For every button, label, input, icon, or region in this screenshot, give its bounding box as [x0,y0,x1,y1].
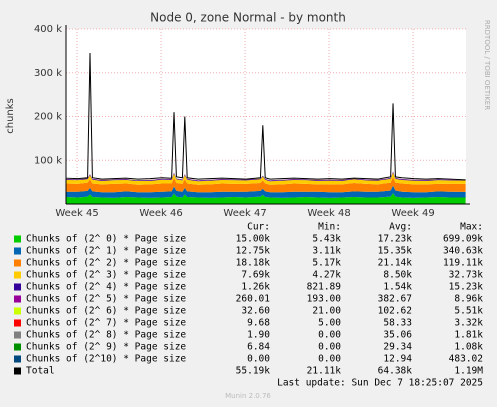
legend-stat: 3.32k [454,318,483,329]
legend-stat: 5.43k [312,234,341,245]
legend-stat: 0.00 [318,342,341,353]
legend-stat: 55.19k [236,366,271,377]
legend-stat: 15.23k [449,282,484,293]
legend-stat: 5.51k [454,306,483,317]
legend-swatch [14,295,21,303]
legend-stat: 0.00 [247,354,270,365]
legend-stat: 119.11k [443,258,483,269]
legend-stat: 35.06 [383,330,412,341]
legend-stat: 21.11k [307,366,342,377]
legend-stat: 7.69k [241,270,270,281]
legend-stat: 21.14k [378,258,413,269]
x-tick-label: Week 45 [55,208,98,219]
y-axis-label: chunks [5,98,16,134]
legend-label: Chunks of (2^ 7) * Page size [26,318,186,329]
legend-stat: 821.89 [307,282,342,293]
area [66,185,466,198]
legend-header: Cur: [247,222,270,233]
legend-label: Chunks of (2^ 3) * Page size [26,270,186,281]
legend-stat: 0.00 [318,330,341,341]
legend-stat: 32.73k [449,270,484,281]
legend-stat: 32.60 [241,306,270,317]
legend-stat: 1.08k [454,342,483,353]
area [66,193,466,204]
legend-stat: 64.38k [378,366,413,377]
legend-swatch [14,259,21,267]
legend-label: Chunks of (2^ 8) * Page size [26,330,186,341]
legend-swatch [14,247,21,255]
chart-title: Node 0, zone Normal - by month [150,11,346,25]
legend-stat: 102.62 [378,306,412,317]
y-tick-label: 200 k [34,112,62,123]
legend-stat: 5.17k [312,258,341,269]
legend-swatch [14,343,21,351]
x-tick-label: Week 47 [223,208,266,219]
legend-stat: 340.63k [443,246,483,257]
legend-stat: 3.11k [312,246,341,257]
legend-label: Total [26,366,55,377]
legend-stat: 0.00 [318,354,341,365]
legend-swatch [14,307,21,315]
x-tick-label: Week 49 [391,208,434,219]
legend-label: Chunks of (2^ 1) * Page size [26,246,186,257]
legend-swatch [14,331,21,339]
legend-header: Max: [460,222,483,233]
legend-swatch [14,355,21,363]
legend-swatch [14,319,21,327]
x-tick-label: Week 48 [307,208,350,219]
legend-stat: 15.35k [378,246,413,257]
legend-stat: 6.84 [247,342,270,353]
legend-header: Avg: [389,222,412,233]
legend-swatch [14,367,21,375]
y-tick-label: 400 k [34,24,62,35]
legend-stat: 382.67 [378,294,412,305]
legend-stat: 1.81k [454,330,483,341]
last-update: Last update: Sun Dec 7 18:25:07 2025 [277,378,483,389]
legend-label: Chunks of (2^ 4) * Page size [26,282,186,293]
legend-label: Chunks of (2^ 9) * Page size [26,342,186,353]
total-line [65,53,466,181]
legend-label: Chunks of (2^10) * Page size [26,354,186,365]
legend-stat: 18.18k [236,258,271,269]
legend-stat: 12.75k [236,246,271,257]
legend-stat: 58.33 [383,318,412,329]
legend-stat: 699.09k [443,234,483,245]
legend-stat: 260.01 [236,294,271,305]
area [66,176,466,193]
legend-stat: 1.26k [241,282,270,293]
legend-stat: 21.00 [312,306,341,317]
legend-stat: 15.00k [236,234,271,245]
y-tick-label: 300 k [34,68,62,79]
footer: Munin 2.0.76 [225,392,271,400]
legend-stat: 12.94 [383,354,412,365]
legend-stat: 1.90 [247,330,270,341]
legend-stat: 17.23k [378,234,413,245]
legend-stat: 483.02 [449,354,483,365]
legend-label: Chunks of (2^ 5) * Page size [26,294,186,305]
legend-stat: 9.68 [247,318,270,329]
legend-label: Chunks of (2^ 6) * Page size [26,306,186,317]
legend-label: Chunks of (2^ 0) * Page size [26,234,186,245]
area [66,172,466,185]
side-text: RRDTOOL / TOBI OETIKER [483,20,491,110]
legend-stat: 29.34 [383,342,412,353]
legend-stat: 1.19M [454,366,483,377]
x-tick-label: Week 46 [139,208,182,219]
legend-label: Chunks of (2^ 2) * Page size [26,258,186,269]
legend-swatch [14,235,21,243]
area [66,171,466,182]
legend-stat: 1.54k [383,282,412,293]
legend-header: Min: [318,222,341,233]
legend-stat: 4.27k [312,270,341,281]
legend-swatch [14,271,21,279]
legend-swatch [14,283,21,291]
legend-stat: 193.00 [307,294,342,305]
legend-stat: 8.50k [383,270,412,281]
legend-stat: 5.00 [318,318,341,329]
y-tick-label: 100 k [34,155,62,166]
legend-stat: 8.96k [454,294,483,305]
